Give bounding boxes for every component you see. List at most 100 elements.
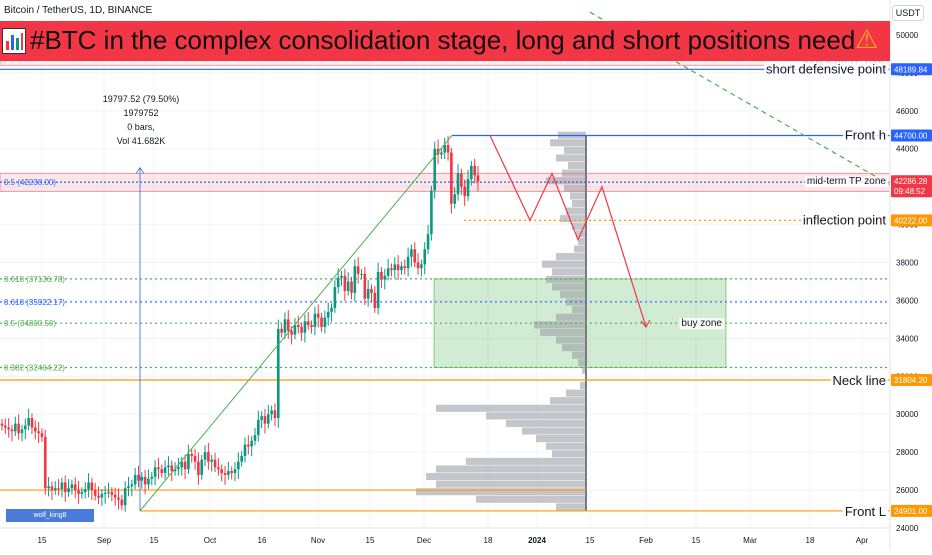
candle	[333, 287, 337, 309]
candle	[400, 266, 403, 271]
candle	[280, 328, 283, 333]
label-bg	[679, 318, 725, 330]
candle	[127, 486, 130, 489]
drawings	[135, 11, 891, 512]
candle	[326, 311, 330, 318]
volume-bar	[416, 488, 586, 496]
price-tick: 26000	[896, 486, 919, 495]
price-tag	[891, 374, 932, 387]
date-tick: 18	[484, 536, 493, 545]
candle	[463, 186, 466, 197]
candle	[293, 325, 297, 335]
volume-bar	[556, 253, 586, 261]
date-tick: Nov	[311, 536, 325, 545]
candle	[73, 484, 77, 491]
candle	[363, 273, 367, 299]
volume-bar	[562, 344, 586, 352]
candle	[320, 317, 323, 327]
label-bg	[842, 503, 888, 519]
level-label: buy zone	[681, 318, 722, 329]
candle	[37, 431, 40, 434]
measure-bars: 0 bars,	[127, 122, 155, 132]
candle	[207, 452, 210, 462]
volume-bar	[572, 351, 586, 359]
date-tick: Sep	[97, 536, 112, 545]
candle	[193, 455, 197, 462]
volume-bar	[552, 283, 586, 291]
candle	[177, 467, 180, 470]
volume-bar	[578, 359, 586, 367]
candle	[203, 452, 207, 460]
candle	[103, 492, 107, 494]
candle	[33, 427, 37, 432]
price-tick: 44000	[896, 145, 919, 154]
candle	[453, 194, 456, 204]
volume-bar	[426, 473, 586, 481]
currency-badge[interactable]: USDT	[892, 5, 924, 21]
level-label: Front L	[845, 504, 886, 519]
candle	[167, 465, 170, 468]
date-tick: Apr	[856, 536, 869, 545]
candle	[93, 490, 97, 496]
candle	[237, 461, 240, 470]
candle	[227, 471, 230, 475]
date-tick: 15	[586, 536, 595, 545]
price-tick: 46000	[896, 107, 919, 116]
candle	[373, 292, 377, 309]
candle	[303, 321, 307, 333]
candle	[100, 493, 104, 498]
candle	[433, 148, 437, 191]
symbol-title[interactable]: Bitcoin / TetherUS, 1D, BINANCE	[4, 5, 153, 16]
price-axis[interactable]: 5000048000460004400042000400003800036000…	[889, 0, 932, 550]
candle	[360, 273, 363, 275]
date-axis[interactable]: 15 Sep 15 Oct 16 Nov 15 Dec 18 2024 15 Feb 15 Mar 18 Ap…	[0, 527, 890, 545]
candle	[113, 494, 117, 498]
volume-bar	[572, 199, 586, 208]
candle	[296, 325, 300, 327]
candle	[187, 454, 190, 470]
date-tick: Oct	[204, 536, 217, 545]
date-tick: 15	[150, 536, 159, 545]
candle	[426, 234, 430, 250]
volume-bar	[540, 328, 586, 336]
candle	[123, 488, 127, 506]
chart-icon	[2, 28, 26, 54]
candle	[0, 423, 4, 426]
candle	[450, 152, 453, 204]
candle	[460, 173, 463, 187]
label-bg	[830, 373, 888, 389]
candle	[233, 469, 237, 474]
price-tick: 50000	[896, 31, 919, 40]
candle	[50, 486, 54, 491]
candle	[316, 313, 320, 318]
candle	[353, 266, 357, 293]
volume-bar	[572, 306, 586, 314]
candle	[213, 459, 217, 468]
candle	[276, 328, 280, 419]
candle	[130, 484, 134, 487]
volume-bar	[580, 381, 586, 390]
volume-bar	[564, 184, 586, 192]
volume-bar	[572, 222, 586, 230]
candle	[323, 317, 327, 327]
candle	[393, 264, 397, 271]
grid	[0, 16, 890, 529]
candle	[77, 490, 80, 494]
price-tick: 36000	[896, 296, 919, 305]
fib-label: 0.618 (35922.17)	[4, 298, 65, 307]
candle	[247, 444, 250, 447]
candle	[140, 476, 144, 481]
volume-bar	[542, 260, 586, 268]
volume-bar	[560, 215, 586, 223]
candle	[366, 289, 370, 299]
price-tick: 34000	[896, 334, 919, 343]
volume-bar	[574, 245, 586, 253]
candle	[183, 461, 187, 470]
price-tick: 24000	[896, 524, 919, 533]
price-tick: 30000	[896, 410, 919, 419]
level-label: inflection point	[803, 212, 886, 227]
volume-bar	[436, 404, 586, 412]
candle	[306, 321, 310, 326]
